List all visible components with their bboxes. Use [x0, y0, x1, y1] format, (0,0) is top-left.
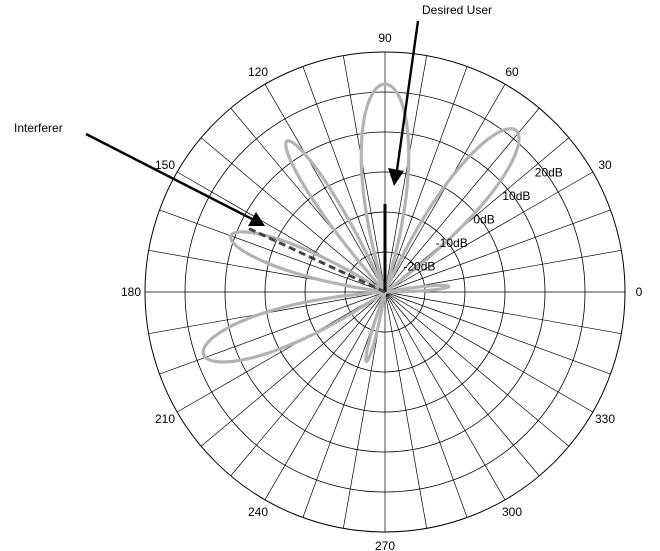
spoke-100 — [342, 55, 386, 293]
spoke-80 — [384, 55, 428, 293]
desired-user-arrowhead — [388, 168, 404, 186]
angle-label-90: 90 — [378, 31, 392, 45]
angle-label-210: 210 — [155, 412, 175, 426]
spoke-140 — [200, 137, 386, 293]
spoke-240 — [264, 291, 386, 501]
desired-user-arrow-line — [395, 20, 420, 171]
spoke-340 — [384, 291, 611, 375]
angle-label-300: 300 — [502, 505, 522, 519]
angle-label-0: 0 — [636, 285, 643, 299]
spoke-30 — [384, 171, 594, 293]
spoke-200 — [159, 291, 386, 375]
radial-label-minus20db: -20dB — [403, 260, 435, 274]
spoke-160 — [159, 209, 386, 293]
spoke-120 — [264, 83, 386, 293]
spoke-290 — [384, 291, 468, 518]
spoke-310 — [384, 291, 540, 477]
angle-label-60: 60 — [505, 65, 519, 79]
spoke-210 — [176, 291, 386, 413]
radial-label-10db: 10dB — [502, 189, 530, 203]
desired-user-label: Desired User — [422, 3, 492, 17]
spoke-110 — [302, 66, 386, 293]
spoke-280 — [384, 291, 428, 529]
angle-label-180: 180 — [121, 285, 141, 299]
interferer-arrow-line — [85, 132, 253, 221]
spoke-50 — [384, 107, 540, 293]
annotations: Desired User Interferer — [14, 3, 492, 226]
radial-label-0db: 0dB — [473, 213, 494, 227]
angle-label-240: 240 — [248, 505, 268, 519]
spoke-220 — [200, 291, 386, 447]
polar-grid — [144, 51, 626, 533]
angle-label-150: 150 — [155, 158, 175, 172]
spoke-20 — [384, 209, 611, 293]
radial-label-minus10db: -10dB — [436, 236, 468, 250]
angle-label-120: 120 — [248, 65, 268, 79]
axis-labels: 0 30 60 90 120 150 180 210 240 270 300 330 -20dB-10d… — [121, 31, 643, 551]
angle-label-330: 330 — [595, 412, 615, 426]
interferer-direction — [248, 227, 386, 294]
spoke-70 — [384, 66, 468, 293]
angle-label-30: 30 — [598, 158, 612, 172]
spoke-230 — [230, 291, 386, 477]
angle-label-270: 270 — [375, 539, 395, 551]
interferer-arrowhead — [248, 212, 265, 226]
beam-pattern — [201, 82, 521, 364]
direction-markers — [248, 204, 387, 294]
spoke-300 — [384, 291, 506, 501]
spoke-330 — [384, 291, 594, 413]
spoke-350 — [384, 291, 622, 335]
radial-label-20db: 20dB — [535, 165, 563, 179]
beam-pattern-curve — [201, 82, 521, 364]
interferer-label: Interferer — [14, 121, 63, 135]
spoke-320 — [384, 291, 570, 447]
